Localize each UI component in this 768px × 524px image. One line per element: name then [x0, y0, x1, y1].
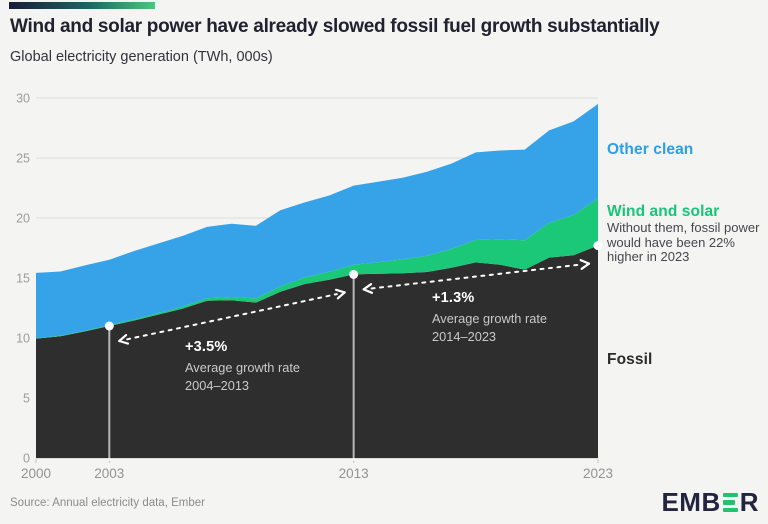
growth-annotation-2004-2013: +3.5% Average growth rate 2004–2013 — [185, 339, 300, 395]
svg-text:2023: 2023 — [583, 466, 613, 481]
growth-rate-period: 2004–2013 — [185, 378, 250, 394]
svg-text:25: 25 — [16, 152, 30, 166]
source-attribution: Source: Annual electricity data, Ember — [10, 497, 205, 509]
logo-text-r: R — [739, 487, 759, 517]
ember-logo: EMB R — [661, 487, 759, 518]
svg-text:15: 15 — [16, 272, 30, 286]
growth-rate-label: Average growth rate — [432, 311, 548, 326]
svg-text:2013: 2013 — [339, 466, 369, 481]
growth-annotation-2014-2023: +1.3% Average growth rate 2014–2023 — [432, 290, 547, 346]
legend-wind-solar: Wind and solar — [607, 203, 720, 220]
svg-text:5: 5 — [23, 392, 30, 406]
legend-fossil: Fossil — [607, 351, 653, 368]
brand-gradient-bar — [9, 2, 155, 9]
chart-subtitle: Global electricity generation (TWh, 000s… — [10, 49, 273, 65]
ember-logo-e-icon — [722, 493, 738, 512]
svg-text:2000: 2000 — [21, 466, 51, 481]
svg-text:0: 0 — [23, 452, 30, 466]
growth-rate-value: +3.5% — [185, 339, 228, 355]
chart-title: Wind and solar power have already slowed… — [10, 16, 660, 37]
wind-solar-note: Without them, fossil power would have be… — [607, 220, 760, 265]
growth-rate-label: Average growth rate — [185, 360, 301, 375]
growth-rate-period: 2014–2023 — [432, 329, 497, 345]
legend-other-clean: Other clean — [607, 141, 694, 158]
logo-text-emb: EMB — [661, 487, 721, 517]
svg-text:10: 10 — [16, 332, 30, 346]
svg-text:2003: 2003 — [94, 466, 124, 481]
svg-text:30: 30 — [16, 92, 30, 106]
svg-text:20: 20 — [16, 212, 30, 226]
growth-rate-value: +1.3% — [432, 290, 475, 306]
